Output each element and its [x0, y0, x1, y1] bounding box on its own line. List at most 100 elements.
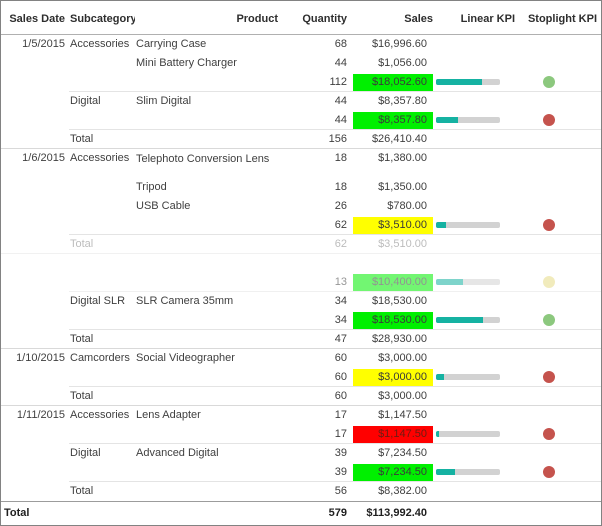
table-row[interactable]: Mini Battery Charger 44 $1,056.00	[1, 54, 601, 73]
table-row[interactable]: Total 47 $28,930.00	[1, 330, 601, 349]
grand-total-label: Total	[4, 507, 30, 519]
table-row[interactable]: 13 $10,400.00	[1, 273, 601, 292]
cell-subcategory	[69, 425, 135, 444]
table-row[interactable]: Total 62 $3,510.00	[1, 235, 601, 254]
cell-quantity	[281, 254, 349, 273]
table-row[interactable]: 1/5/2015 Accessories Carrying Case 68 $16,99…	[1, 35, 601, 54]
cell-linear-kpi	[433, 311, 515, 330]
cell-sales: $1,350.00	[349, 178, 433, 197]
cell-sales: $18,530.00	[349, 311, 433, 330]
cell-stoplight-kpi	[515, 254, 601, 273]
grand-total-stoplight-kpi-cell	[515, 502, 601, 525]
cell-subcategory: Digital	[70, 447, 101, 459]
table-row[interactable]: USB Cable 26 $780.00	[1, 197, 601, 216]
cell-sales: $18,530.00	[349, 292, 433, 311]
table-row[interactable]: Digital Slim Digital 44 $8,357.80	[1, 92, 601, 111]
column-header-subcategory[interactable]: Subcategory	[70, 13, 135, 25]
table-row[interactable]: Total 56 $8,382.00	[1, 482, 601, 501]
table-row[interactable]: Digital SLR SLR Camera 35mm 34 $18,530.00	[1, 292, 601, 311]
cell-stoplight-kpi	[515, 463, 601, 482]
kpi-bar-fill	[436, 374, 444, 380]
stoplight-dot-green	[543, 314, 555, 326]
table-row[interactable]: 1/6/2015 Accessories Telephoto Conversion …	[1, 149, 601, 178]
cell-sales: $18,052.60	[349, 73, 433, 92]
cell-sales: $8,382.00	[349, 482, 433, 501]
cell-product	[135, 368, 281, 387]
sales-value: $1,380.00	[378, 152, 427, 164]
table-row[interactable]: 1/10/2015 Camcorders Social Videographer 60…	[1, 349, 601, 368]
table-row[interactable]	[1, 254, 601, 273]
table-row[interactable]: 17 $1,147.50	[1, 425, 601, 444]
cell-subcategory: Total	[69, 387, 135, 406]
table-row[interactable]: 39 $7,234.50	[1, 463, 601, 482]
cell-product: USB Cable	[136, 200, 191, 212]
sales-value: $8,382.00	[378, 485, 427, 497]
cell-quantity: 60	[281, 368, 349, 387]
cell-sales: $1,147.50	[349, 406, 433, 425]
sales-value: $3,510.00	[378, 238, 427, 250]
cell-product	[135, 273, 281, 292]
cell-quantity: 18	[334, 152, 347, 164]
column-header-stoplight-kpi[interactable]: Stoplight KPI	[527, 13, 597, 25]
table-row[interactable]: 44 $8,357.80	[1, 111, 601, 130]
table-row[interactable]: 112 $18,052.60	[1, 73, 601, 92]
table-header: Sales Date Subcategory Product Quantity …	[1, 1, 601, 35]
column-header-product[interactable]: Product	[236, 13, 278, 25]
sales-highlight-green: $8,357.80	[353, 112, 433, 129]
stoplight-dot-red	[543, 371, 555, 383]
table-row[interactable]: Total 60 $3,000.00	[1, 387, 601, 406]
grand-total-row: Total 579 $113,992.40	[1, 501, 601, 525]
cell-sales-date	[1, 482, 69, 501]
table-row[interactable]: Tripod 18 $1,350.00	[1, 178, 601, 197]
kpi-bar-track	[436, 469, 500, 475]
cell-subcategory	[69, 178, 135, 197]
column-header-linear-kpi[interactable]: Linear KPI	[460, 13, 515, 25]
cell-stoplight-kpi	[515, 349, 601, 368]
cell-linear-kpi	[433, 111, 515, 130]
table-row[interactable]: 60 $3,000.00	[1, 368, 601, 387]
kpi-bar-fill	[436, 469, 455, 475]
cell-sales: $3,000.00	[349, 349, 433, 368]
cell-subcategory: Total	[69, 330, 135, 349]
cell-linear-kpi	[433, 254, 515, 273]
cell-quantity: 44	[281, 111, 349, 130]
cell-sales-date	[1, 444, 69, 463]
cell-linear-kpi	[433, 387, 515, 406]
kpi-bar-track	[436, 222, 500, 228]
cell-quantity: 68	[334, 38, 347, 50]
column-header-quantity[interactable]: Quantity	[302, 13, 347, 25]
table-row[interactable]: Total 156 $26,410.40	[1, 130, 601, 149]
cell-quantity: 34	[334, 295, 347, 307]
kpi-bar-track	[436, 374, 500, 380]
cell-subcategory	[69, 273, 135, 292]
cell-sales: $8,357.80	[349, 111, 433, 130]
table-row[interactable]: 34 $18,530.00	[1, 311, 601, 330]
cell-sales-date: 1/6/2015	[22, 152, 65, 164]
cell-subcategory	[69, 254, 135, 273]
grand-total-sales: $113,992.40	[366, 507, 427, 519]
column-header-sales[interactable]: Sales	[404, 13, 433, 25]
cell-product	[135, 130, 281, 149]
cell-subcategory	[69, 197, 135, 216]
cell-linear-kpi	[433, 178, 515, 197]
cell-sales-date	[1, 425, 69, 444]
cell-sales-date	[1, 387, 69, 406]
cell-sales: $1,147.50	[349, 425, 433, 444]
cell-linear-kpi	[433, 406, 515, 425]
cell-linear-kpi	[433, 368, 515, 387]
column-header-sales-date[interactable]: Sales Date	[9, 13, 65, 25]
cell-sales: $8,357.80	[349, 92, 433, 111]
cell-stoplight-kpi	[515, 54, 601, 73]
table-row[interactable]: 1/11/2015 Accessories Lens Adapter 17 $1,147…	[1, 406, 601, 425]
cell-product	[135, 73, 281, 92]
cell-sales-date	[1, 311, 69, 330]
cell-quantity: 47	[281, 330, 349, 349]
table-row[interactable]: 62 $3,510.00	[1, 216, 601, 235]
cell-product	[135, 111, 281, 130]
cell-subcategory	[69, 311, 135, 330]
sales-value: $18,530.00	[371, 295, 427, 307]
table-row[interactable]: Digital Advanced Digital 39 $7,234.50	[1, 444, 601, 463]
cell-sales-date: 1/10/2015	[16, 352, 65, 364]
kpi-bar-fill	[436, 117, 459, 123]
